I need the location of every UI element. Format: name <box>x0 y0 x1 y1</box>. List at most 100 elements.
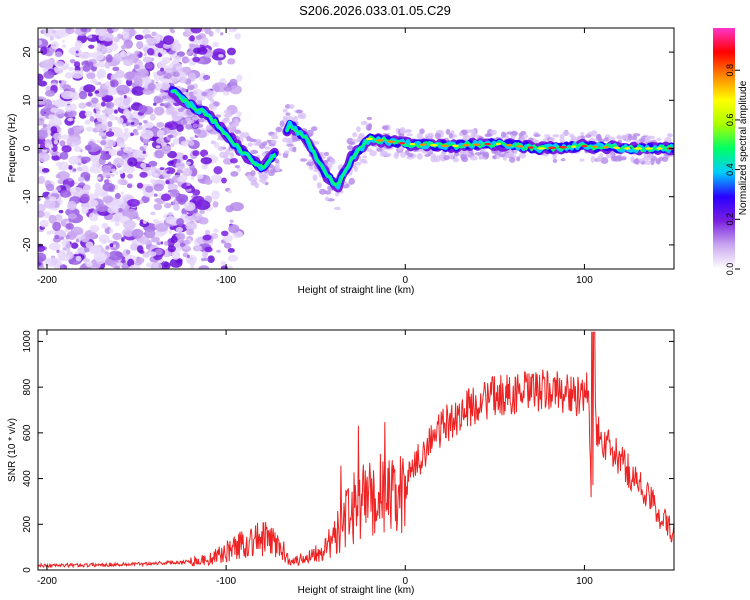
spectrogram-halo <box>266 139 272 143</box>
spectrogram-halo <box>416 152 423 160</box>
spectrogram-cell <box>57 170 70 180</box>
spectrogram-cell <box>167 134 174 139</box>
snr-y-label: SNR (10 * v/v) <box>7 418 18 482</box>
spectrogram-halo <box>404 129 412 133</box>
colorbar-ticks: 0.0 0.2 0.4 0.6 0.8 <box>725 64 740 275</box>
spectrogram-halo <box>324 196 330 202</box>
spectrogram-cell <box>142 150 147 154</box>
spectrogram-cell <box>149 113 156 121</box>
spectrogram-halo <box>362 155 368 159</box>
spectrogram-halo <box>197 118 205 123</box>
snr-x-ticks: -200 -100 0 100 <box>37 330 593 587</box>
spectrogram-cell <box>111 173 115 177</box>
x-tick-label: 100 <box>576 576 593 587</box>
spectrogram-cell <box>54 51 63 58</box>
spectrogram-halo <box>201 91 208 97</box>
spectrogram-cell <box>163 35 174 45</box>
spectrogram-cell <box>84 111 93 117</box>
colorbar: 0.0 0.2 0.4 0.6 0.8 Normalized spectral ampl… <box>713 28 749 275</box>
colorbar-bar <box>713 28 735 269</box>
spectrogram-halo <box>352 132 358 138</box>
spectrogram-halo <box>552 154 557 160</box>
spectrogram-cell <box>236 74 243 82</box>
spectrogram-cell <box>130 243 139 251</box>
spectrogram-halo <box>376 148 383 152</box>
spectrogram-cell <box>101 222 109 230</box>
spectrogram-cell <box>126 183 133 189</box>
spectrogram-cell <box>53 139 59 145</box>
y-tick-label: 0 <box>22 567 33 573</box>
spectrogram-cell <box>138 122 143 126</box>
spectrogram-cell <box>119 50 127 58</box>
spectrogram-cell <box>236 111 242 118</box>
spectrogram-cell <box>177 176 184 183</box>
spectrogram-halo <box>616 134 622 140</box>
spectrogram-halo <box>356 126 361 133</box>
spectrogram-cell <box>86 72 96 80</box>
spectrogram-cell <box>223 234 233 243</box>
spectrogram-cell <box>91 161 100 168</box>
spectrogram-cell <box>104 62 111 69</box>
spectrogram-halo <box>222 118 227 124</box>
spectrogram-cell <box>203 257 209 262</box>
spectrogram-cell <box>143 52 147 57</box>
spectrogram-cell <box>38 197 41 202</box>
spectrogram-halo <box>367 123 373 129</box>
spectrogram-peak <box>612 146 621 150</box>
spectrogram-cell <box>138 236 150 245</box>
colorbar-tick-label: 0.4 <box>725 163 735 176</box>
spectrogram-halo <box>250 149 259 155</box>
spectrogram-cell <box>113 244 116 248</box>
spectrogram-cell <box>211 190 220 200</box>
spectrogram-cell <box>91 97 99 104</box>
x-tick-label: 0 <box>402 576 408 587</box>
spectrogram-cell <box>83 84 96 93</box>
spectrogram-cell <box>109 79 119 88</box>
spectrogram-cell <box>122 228 136 237</box>
spectrogram-cell <box>113 109 118 114</box>
spectrogram-halo <box>193 128 202 134</box>
spectrogram-halo <box>490 129 497 136</box>
spectrogram-cell <box>177 198 186 205</box>
spectrogram-cell <box>150 178 156 184</box>
spectrogram-cell <box>225 205 234 213</box>
spectrogram-cell <box>72 168 77 172</box>
spectrogram-cell <box>155 145 161 149</box>
spectrogram-cell <box>102 171 112 178</box>
spectrogram-cell <box>80 28 88 33</box>
spectrogram-cell <box>134 58 139 62</box>
spectrogram-cell <box>221 230 229 237</box>
spectrogram-cell <box>68 259 74 265</box>
x-tick-label: -200 <box>37 576 57 587</box>
spectrogram-halo <box>163 102 171 109</box>
spectrogram-cell <box>147 48 155 56</box>
spectrogram-cell <box>54 214 63 223</box>
spectrogram-halo <box>380 152 385 157</box>
spectrogram-cell <box>48 114 57 120</box>
spectrogram-cell <box>142 28 151 35</box>
spectrogram-halo <box>443 155 450 161</box>
spectrogram-cell <box>65 223 74 230</box>
spectrogram-cell <box>51 154 60 161</box>
spectrogram-halo <box>362 160 368 164</box>
spectrogram-cell <box>142 251 151 258</box>
spectrogram-cell <box>108 250 124 261</box>
spectrogram-cell <box>142 219 147 224</box>
spectrogram-cell <box>82 184 91 193</box>
spectrogram-cell <box>98 76 102 80</box>
spectrogram-peak <box>440 144 449 148</box>
spectrogram-cell <box>116 117 124 125</box>
spectrogram-halo <box>299 158 308 162</box>
spectrogram-cell <box>136 182 144 189</box>
spectrogram-peak <box>656 147 663 150</box>
spectrogram-cell <box>67 213 78 220</box>
spectrogram-cell <box>74 40 83 49</box>
spectrogram-cell <box>192 56 200 63</box>
spectrogram-halo <box>504 153 511 158</box>
spectrogram-cell <box>152 102 157 106</box>
spectrogram-cell <box>204 179 213 185</box>
spectrogram-cell <box>85 126 94 132</box>
spectrogram-halo <box>349 141 356 145</box>
spectrogram-cell <box>85 241 94 249</box>
spectrogram-halo <box>621 134 626 140</box>
